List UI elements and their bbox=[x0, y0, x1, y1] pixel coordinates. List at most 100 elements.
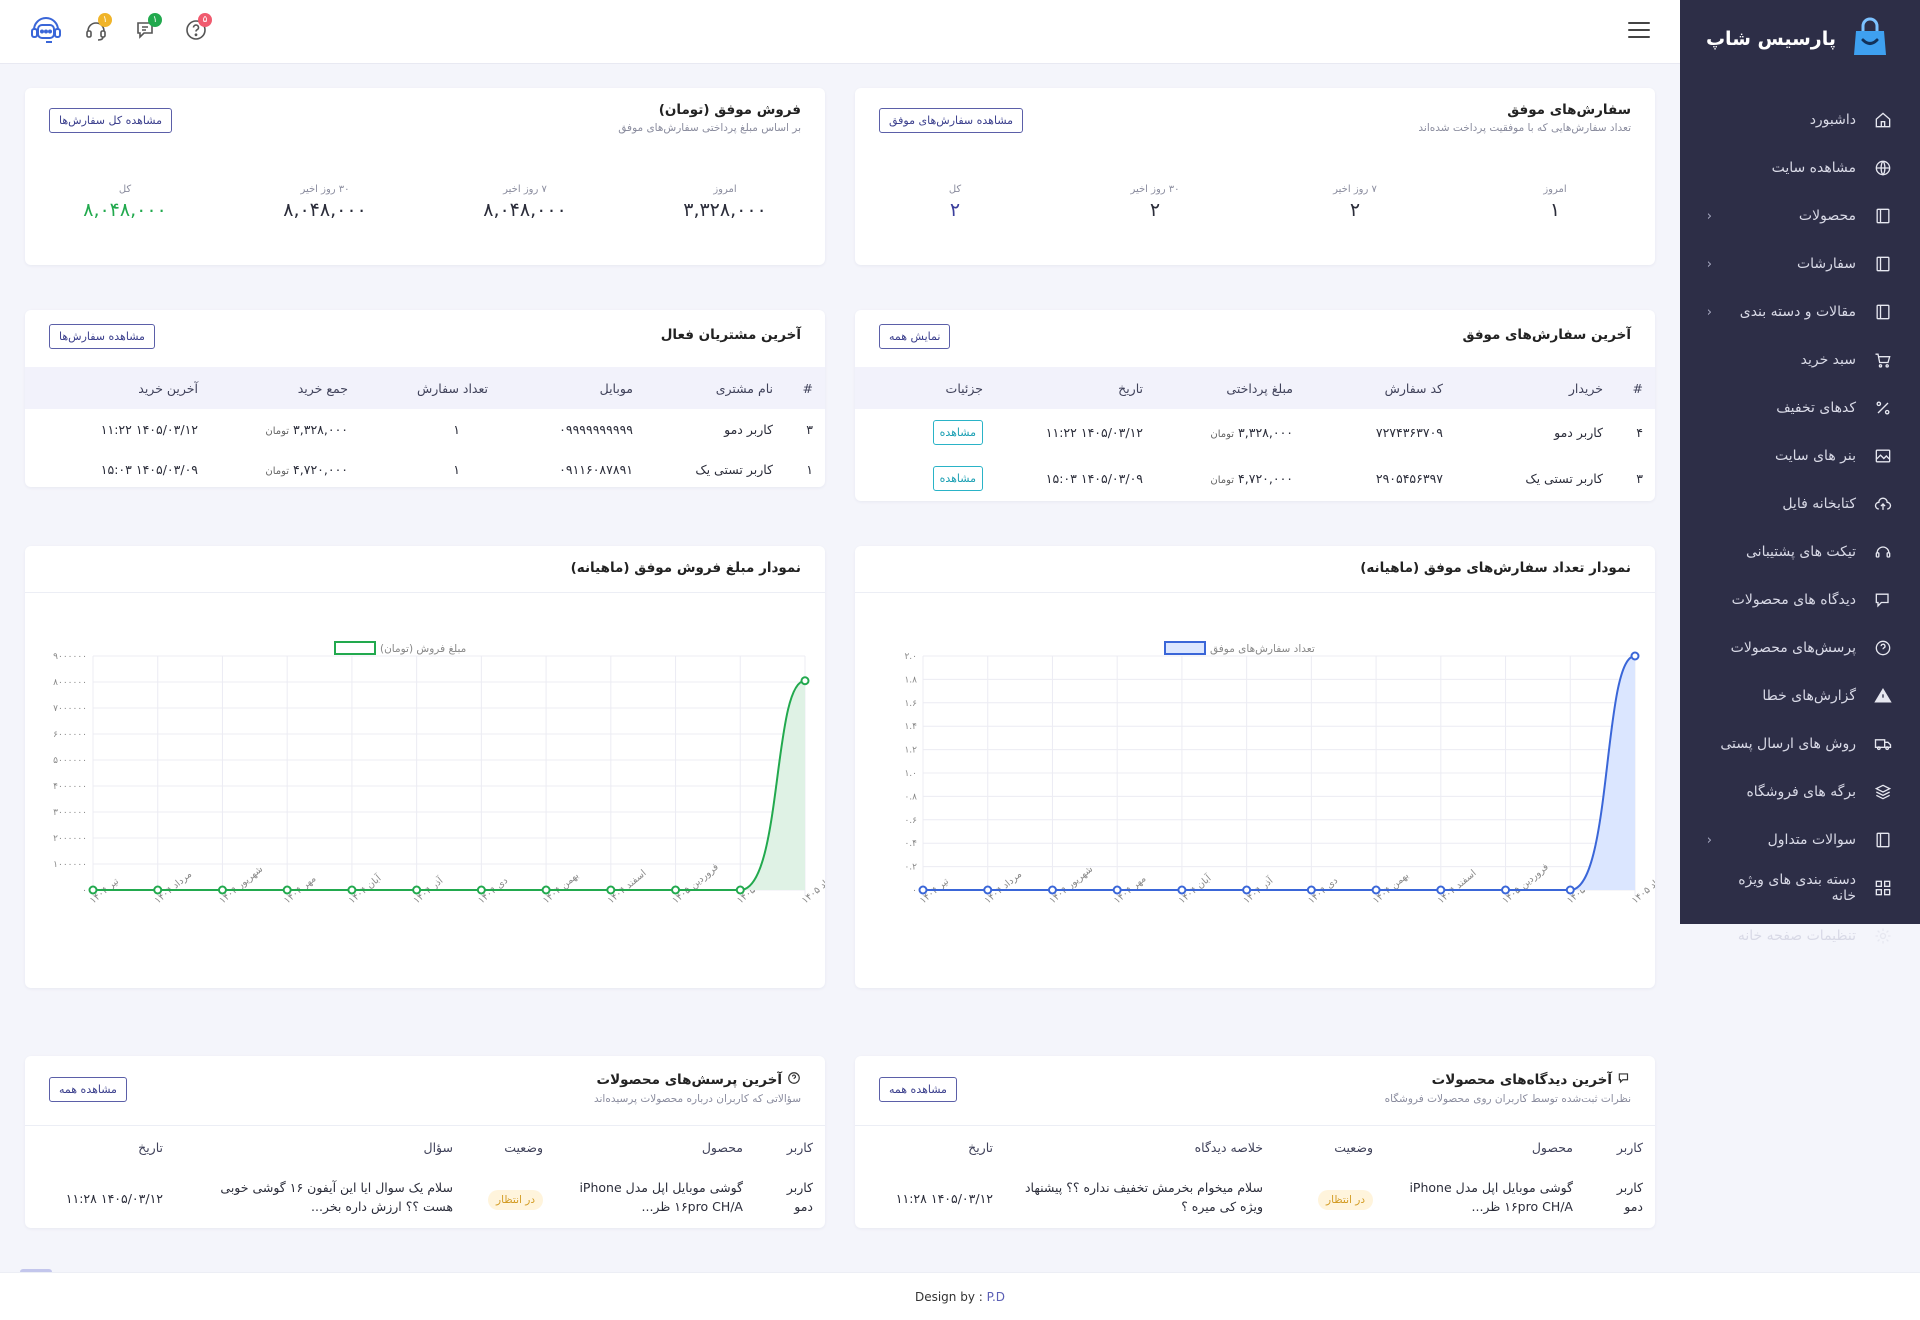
x-tick-label: شهریور ۱۴۰۴ bbox=[1047, 864, 1095, 907]
x-tick-label: فروردین ۱۴۰۵ bbox=[1500, 862, 1550, 907]
view-order-button[interactable]: مشاهده bbox=[932, 465, 983, 491]
data-point bbox=[1565, 885, 1575, 895]
brand[interactable]: پارسیس شاپ bbox=[1680, 0, 1920, 78]
warning-icon bbox=[1872, 685, 1894, 707]
stat-today: امروز ۳,۳۲۸,۰۰۰ bbox=[625, 184, 825, 221]
col-product: محصول bbox=[1385, 1126, 1585, 1168]
book-icon bbox=[1872, 829, 1894, 851]
sidebar-item[interactable]: دیدگاه های محصولات bbox=[1680, 576, 1920, 624]
col-name: نام مشتری bbox=[645, 367, 785, 409]
col-amount: مبلغ پرداختی bbox=[1155, 367, 1305, 409]
stat-value: ۱ bbox=[1549, 199, 1561, 221]
sidebar-item[interactable]: روش های ارسال پستی bbox=[1680, 720, 1920, 768]
sidebar-item[interactable]: تیکت های پشتیبانی bbox=[1680, 528, 1920, 576]
brand-name: پارسیس شاپ bbox=[1705, 28, 1836, 50]
view-successful-orders-button[interactable]: مشاهده سفارش‌های موفق bbox=[879, 108, 1024, 133]
customer-name-link[interactable]: کاربر دمو bbox=[724, 421, 773, 437]
order-num: ۴ bbox=[1636, 424, 1643, 440]
sidebar-item[interactable]: سفارشات ‹ bbox=[1680, 240, 1920, 288]
view-all-orders-button[interactable]: مشاهده کل سفارش‌ها bbox=[49, 108, 172, 133]
sidebar-item[interactable]: گزارش‌های خطا bbox=[1680, 672, 1920, 720]
col-question: سؤال bbox=[175, 1126, 465, 1168]
stat-label: امروز bbox=[1543, 184, 1567, 195]
question-icon bbox=[1872, 637, 1894, 659]
sidebar-item-label: مشاهده سایت bbox=[1771, 160, 1856, 176]
sidebar-item-label: گزارش‌های خطا bbox=[1762, 688, 1856, 704]
data-point bbox=[1177, 885, 1187, 895]
sidebar-item-label: بنر های سایت bbox=[1775, 448, 1856, 464]
question-date: ۱۴۰۵/۰۳/۱۲ ۱۱:۲۸ bbox=[65, 1190, 163, 1206]
customer-name-link[interactable]: کاربر تستی یک bbox=[695, 461, 773, 477]
col-total: جمع خرید bbox=[210, 367, 360, 409]
col-date: تاریخ bbox=[855, 1126, 1005, 1168]
y-tick-label: ۲۰۰۰۰۰۰ bbox=[53, 834, 87, 844]
card-title: آخرین سفارش‌های موفق bbox=[1462, 327, 1631, 343]
stat-value: ۸,۰۴۸,۰۰۰ bbox=[83, 199, 167, 221]
customer-mobile: ۰۹۱۱۶۰۸۷۸۹۱ bbox=[559, 461, 633, 477]
y-tick-label: ۴۰۰۰۰۰۰ bbox=[53, 782, 87, 792]
sidebar-item[interactable]: بنر های سایت bbox=[1680, 432, 1920, 480]
latest-questions-card: آخرین پرسش‌های محصولات سؤالاتی که کاربرا… bbox=[25, 1056, 825, 1228]
table-header-row: کاربر محصول وضعیت خلاصه دیدگاه تاریخ bbox=[855, 1126, 1655, 1168]
review-summary-link[interactable]: سلام میخوام بخرمش تخفیف نداره ؟؟ پیشنهاد… bbox=[1024, 1180, 1263, 1214]
sidebar-item[interactable]: داشبورد bbox=[1680, 96, 1920, 144]
view-all-questions-button[interactable]: مشاهده همه bbox=[49, 1077, 127, 1102]
question-product-link[interactable]: گوشی موبایل اپل مدل iPhone ۱۶pro CH/A ظر… bbox=[579, 1180, 743, 1214]
comment-icon[interactable]: ۱ bbox=[128, 10, 164, 50]
layers-icon bbox=[1872, 781, 1894, 803]
total-value: ۳,۳۲۸,۰۰۰ bbox=[293, 421, 348, 437]
sidebar-item-label: سوالات متداول bbox=[1767, 832, 1856, 848]
sales-summary-card: فروش موفق (تومان) بر اساس مبلغ پرداختی س… bbox=[25, 88, 825, 265]
view-order-button[interactable]: مشاهده bbox=[932, 419, 983, 445]
sidebar-item[interactable]: محصولات ‹ bbox=[1680, 192, 1920, 240]
y-tick-label: ۰.۶ bbox=[904, 816, 917, 826]
question-text-link[interactable]: سلام یک سوال ایا این آیفون ۱۶ گوشی خوبی … bbox=[220, 1180, 453, 1214]
show-all-orders-button[interactable]: نمایش همه bbox=[879, 324, 951, 349]
orders-chart-card: نمودار تعداد سفارش‌های موفق (ماهیانه) ۰ ۰… bbox=[855, 546, 1655, 988]
data-point bbox=[1436, 885, 1446, 895]
sidebar-item-label: محصولات bbox=[1798, 208, 1856, 224]
sidebar-item[interactable]: کدهای تخفیف bbox=[1680, 384, 1920, 432]
card-subtitle: تعداد سفارش‌هایی که با موفقیت پرداخت شده… bbox=[1418, 122, 1631, 134]
headset-icon[interactable]: ۱ bbox=[78, 10, 114, 50]
order-code-link[interactable]: ۲۹۰۵۴۵۶۳۹۷ bbox=[1375, 470, 1443, 486]
sidebar-item[interactable]: سبد خرید bbox=[1680, 336, 1920, 384]
customer-last-purchase: ۱۴۰۵/۰۳/۰۹ ۱۵:۰۳ bbox=[100, 461, 198, 477]
footer-author-link[interactable]: P.D bbox=[986, 1290, 1006, 1304]
col-code: کد سفارش bbox=[1305, 367, 1455, 409]
data-point bbox=[606, 885, 616, 895]
question-icon[interactable]: ۵ bbox=[178, 10, 214, 50]
data-point bbox=[217, 885, 227, 895]
sidebar-item[interactable]: کتابخانه فایل bbox=[1680, 480, 1920, 528]
table-row: ۳ کاربر تستی یک ۲۹۰۵۴۵۶۳۹۷ ۴,۷۲۰,۰۰۰ توم… bbox=[855, 455, 1655, 501]
menu-toggle-icon[interactable] bbox=[1628, 22, 1650, 40]
support-chat-icon[interactable] bbox=[28, 10, 64, 50]
order-num: ۳ bbox=[1636, 470, 1643, 486]
card-title: فروش موفق (تومان) bbox=[658, 102, 801, 118]
book-icon bbox=[1872, 301, 1894, 323]
y-tick-label: ۶۰۰۰۰۰۰ bbox=[53, 730, 87, 740]
stat-7days: ۷ روز اخیر ۲ bbox=[1255, 184, 1455, 221]
view-all-reviews-button[interactable]: مشاهده همه bbox=[879, 1077, 957, 1102]
customers-table: # نام مشتری موبایل تعداد سفارش جمع خرید … bbox=[25, 367, 825, 487]
orders-summary-card: سفارش‌های موفق تعداد سفارش‌هایی که با مو… bbox=[855, 88, 1655, 265]
y-tick-label: ۰ bbox=[912, 886, 917, 896]
y-tick-label: ۰.۲ bbox=[904, 863, 917, 873]
sidebar-item[interactable]: مقالات و دسته بندی ‹ bbox=[1680, 288, 1920, 336]
latest-orders-card: آخرین سفارش‌های موفق نمایش همه # خریدار … bbox=[855, 310, 1655, 501]
sidebar-item[interactable]: تنظیمات صفحه خانه bbox=[1680, 912, 1920, 960]
data-point bbox=[671, 885, 681, 895]
review-product-link[interactable]: گوشی موبایل اپل مدل iPhone ۱۶pro CH/A ظر… bbox=[1409, 1180, 1573, 1214]
sidebar-item[interactable]: پرسش‌های محصولات bbox=[1680, 624, 1920, 672]
view-orders-button[interactable]: مشاهده سفارش‌ها bbox=[49, 324, 155, 349]
legend-label: تعداد سفارش‌های موفق bbox=[1210, 643, 1315, 655]
sidebar-item[interactable]: برگه های فروشگاه bbox=[1680, 768, 1920, 816]
sidebar-item[interactable]: سوالات متداول ‹ bbox=[1680, 816, 1920, 864]
sidebar-item[interactable]: مشاهده سایت bbox=[1680, 144, 1920, 192]
sidebar-item[interactable]: دسته بندی های ویژه خانه bbox=[1680, 864, 1920, 912]
data-point bbox=[88, 885, 98, 895]
series-line bbox=[93, 679, 806, 892]
question-status: در انتظار bbox=[465, 1168, 555, 1228]
sidebar-item-label: کدهای تخفیف bbox=[1776, 400, 1856, 416]
order-code-link[interactable]: ۷۲۷۴۳۶۳۷۰۹ bbox=[1375, 424, 1443, 440]
